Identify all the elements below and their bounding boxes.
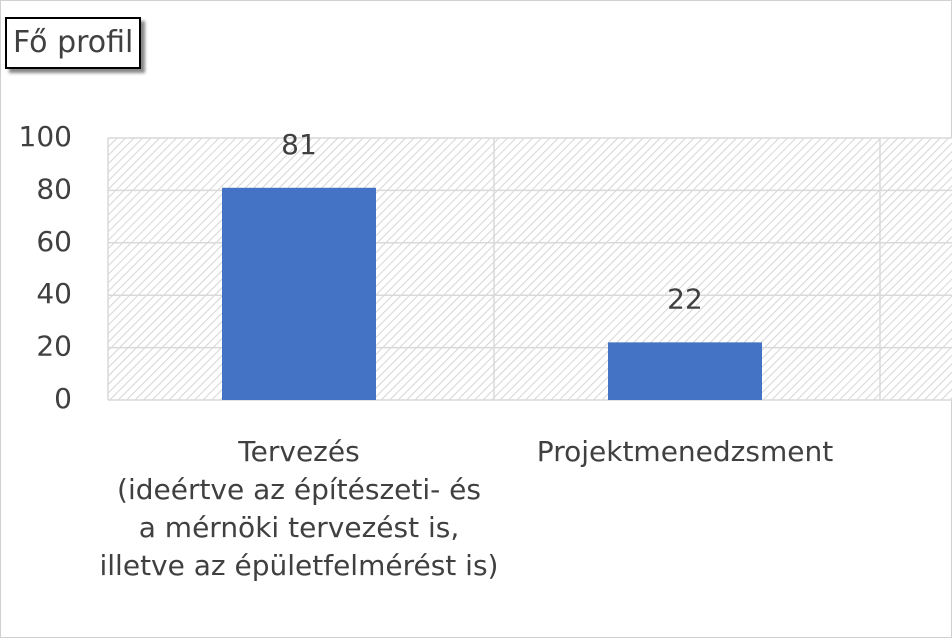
y-tick-label: 0 xyxy=(54,382,72,415)
y-tick-label: 20 xyxy=(36,330,72,363)
x-tick-label: Projektmenedzsment xyxy=(536,435,834,468)
data-label: 81 xyxy=(281,128,317,161)
data-label: 22 xyxy=(667,282,703,315)
y-tick-label: 40 xyxy=(36,277,72,310)
y-tick-label: 80 xyxy=(36,172,72,205)
chart-title: Fő profil xyxy=(5,17,142,69)
bar xyxy=(608,342,762,400)
y-tick-label: 100 xyxy=(19,120,72,153)
bar xyxy=(222,187,376,400)
y-tick-label: 60 xyxy=(36,225,72,258)
x-tick-label: Tervezés (ideértve az építészeti- és a m… xyxy=(99,435,499,582)
